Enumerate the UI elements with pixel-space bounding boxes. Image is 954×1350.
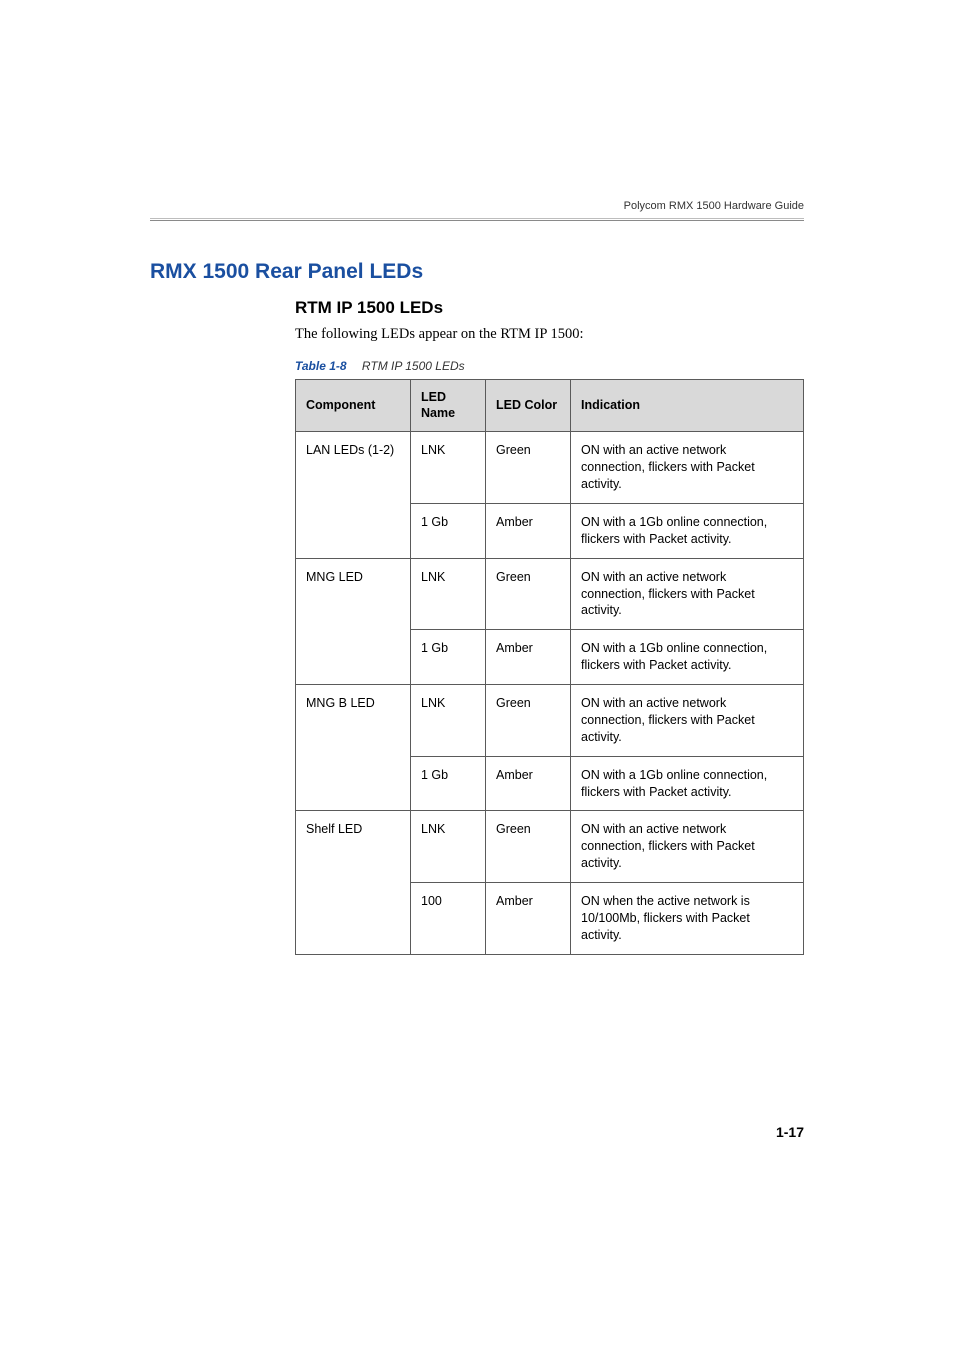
page-number: 1-17 xyxy=(776,1124,804,1140)
cell-led-color: Green xyxy=(486,432,571,504)
content-area: RMX 1500 Rear Panel LEDs RTM IP 1500 LED… xyxy=(150,260,804,955)
cell-led-color: Amber xyxy=(486,883,571,955)
cell-component: Shelf LED xyxy=(296,811,411,954)
cell-indication: ON with an active network connection, fl… xyxy=(571,685,804,757)
cell-component: LAN LEDs (1-2) xyxy=(296,432,411,558)
col-component: Component xyxy=(296,380,411,432)
cell-indication: ON with a 1Gb online connection, flicker… xyxy=(571,630,804,685)
subsection-heading: RTM IP 1500 LEDs xyxy=(295,298,804,318)
body-block: RTM IP 1500 LEDs The following LEDs appe… xyxy=(295,298,804,955)
col-led-name: LED Name xyxy=(411,380,486,432)
table-row: MNG B LEDLNKGreenON with an active netwo… xyxy=(296,685,804,757)
cell-indication: ON with a 1Gb online connection, flicker… xyxy=(571,503,804,558)
col-led-color: LED Color xyxy=(486,380,571,432)
running-header: Polycom RMX 1500 Hardware Guide xyxy=(150,200,804,221)
cell-indication: ON when the active network is 10/100Mb, … xyxy=(571,883,804,955)
cell-led-color: Amber xyxy=(486,630,571,685)
doc-title: Polycom RMX 1500 Hardware Guide xyxy=(150,200,804,212)
cell-led-name: 1 Gb xyxy=(411,756,486,811)
col-indication: Indication xyxy=(571,380,804,432)
table-body: LAN LEDs (1-2)LNKGreenON with an active … xyxy=(296,432,804,954)
cell-led-name: LNK xyxy=(411,811,486,883)
table-row: Shelf LEDLNKGreenON with an active netwo… xyxy=(296,811,804,883)
cell-led-name: LNK xyxy=(411,558,486,630)
page: Polycom RMX 1500 Hardware Guide RMX 1500… xyxy=(0,0,954,1350)
cell-indication: ON with a 1Gb online connection, flicker… xyxy=(571,756,804,811)
cell-led-name: 1 Gb xyxy=(411,630,486,685)
cell-led-color: Amber xyxy=(486,756,571,811)
table-head: Component LED Name LED Color Indication xyxy=(296,380,804,432)
table-caption-text: RTM IP 1500 LEDs xyxy=(362,359,465,373)
cell-indication: ON with an active network connection, fl… xyxy=(571,811,804,883)
section-heading: RMX 1500 Rear Panel LEDs xyxy=(150,260,804,284)
table-row: MNG LEDLNKGreenON with an active network… xyxy=(296,558,804,630)
cell-led-name: LNK xyxy=(411,432,486,504)
cell-led-color: Green xyxy=(486,685,571,757)
cell-component: MNG LED xyxy=(296,558,411,684)
cell-component: MNG B LED xyxy=(296,685,411,811)
cell-led-color: Green xyxy=(486,811,571,883)
cell-led-color: Amber xyxy=(486,503,571,558)
header-rule xyxy=(150,218,804,221)
table-row: LAN LEDs (1-2)LNKGreenON with an active … xyxy=(296,432,804,504)
cell-indication: ON with an active network connection, fl… xyxy=(571,432,804,504)
table-header-row: Component LED Name LED Color Indication xyxy=(296,380,804,432)
cell-led-name: LNK xyxy=(411,685,486,757)
table-caption: Table 1-8 RTM IP 1500 LEDs xyxy=(295,359,804,373)
cell-indication: ON with an active network connection, fl… xyxy=(571,558,804,630)
cell-led-name: 1 Gb xyxy=(411,503,486,558)
intro-paragraph: The following LEDs appear on the RTM IP … xyxy=(295,326,804,343)
cell-led-name: 100 xyxy=(411,883,486,955)
table-caption-label: Table 1-8 xyxy=(295,359,347,373)
cell-led-color: Green xyxy=(486,558,571,630)
led-table: Component LED Name LED Color Indication … xyxy=(295,379,804,955)
